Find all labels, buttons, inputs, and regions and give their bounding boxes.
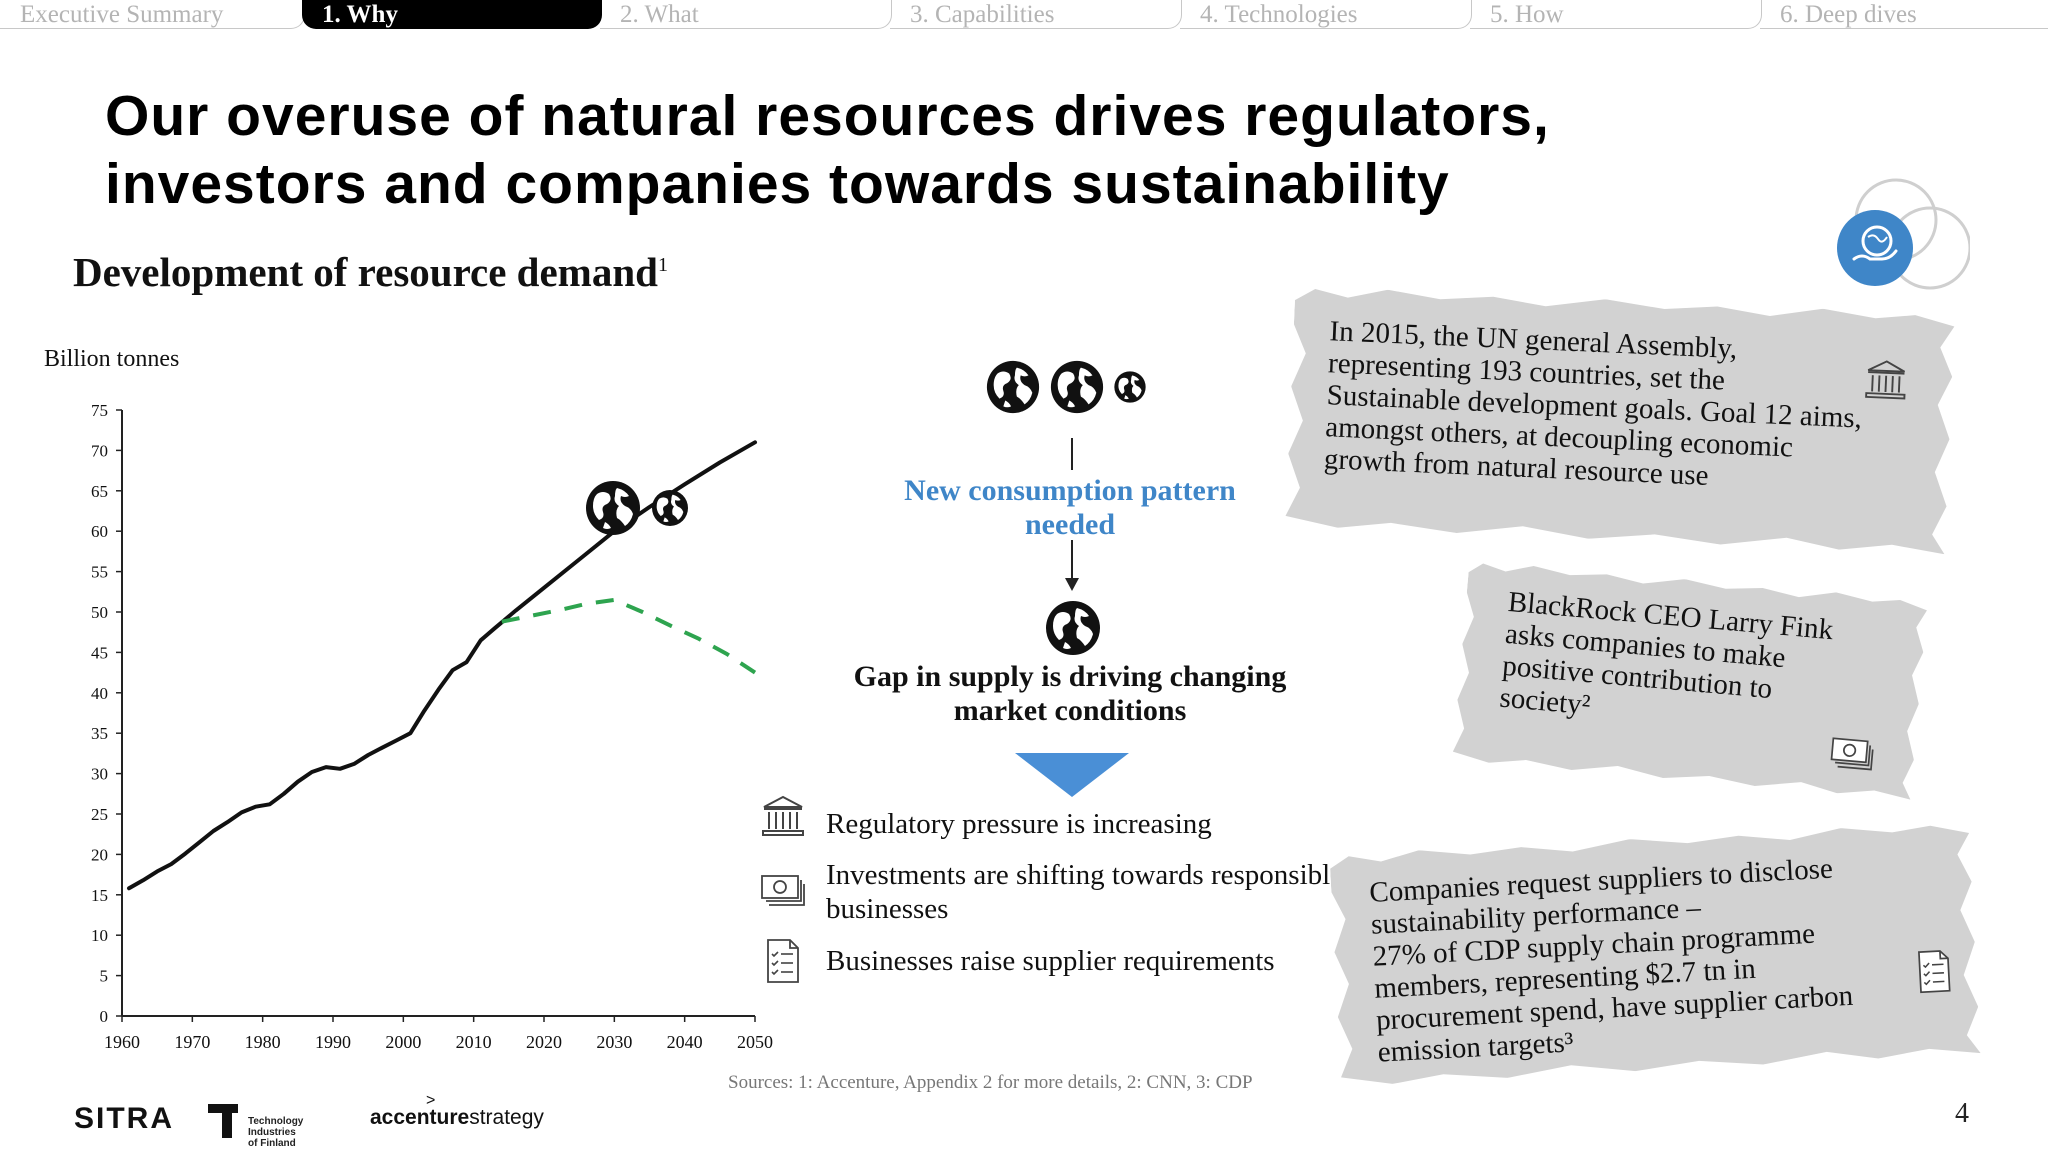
x-tick-label: 2010 [456, 1032, 492, 1052]
tab-what[interactable]: 2. What [600, 0, 892, 29]
tab-executive-summary[interactable]: Executive Summary [0, 0, 305, 29]
x-tick-label: 2050 [737, 1032, 773, 1052]
globe-icon [1043, 598, 1103, 658]
globe-icon-partial [1112, 358, 1148, 416]
projection-line [501, 597, 757, 675]
checklist-icon [760, 938, 806, 984]
y-tick-label: 70 [91, 441, 108, 460]
consumption-pattern-label: New consumption pattern needed [904, 474, 1236, 541]
quote-text: Companies request suppliers to disclose … [1368, 852, 1854, 1069]
y-tick-label: 10 [91, 926, 108, 945]
y-tick-label: 40 [91, 684, 108, 703]
y-tick-label: 25 [91, 805, 108, 824]
sources-note: Sources: 1: Accenture, Appendix 2 for mo… [728, 1072, 1253, 1093]
y-tick-label: 20 [91, 845, 108, 864]
bullet-text: Investments are shifting towards respons… [826, 859, 1344, 925]
section-heading: Development of resource demand1 [73, 248, 668, 296]
accenture-strategy-logo: > accenturestrategy [370, 1092, 544, 1129]
globe-row-top [984, 358, 1148, 416]
y-tick-label: 50 [91, 603, 108, 622]
bank-icon [1863, 357, 1909, 403]
x-tick-label: 2000 [385, 1032, 421, 1052]
tab-why[interactable]: 1. Why [302, 0, 602, 29]
globe-icon [984, 358, 1042, 416]
x-tick-label: 1960 [104, 1032, 140, 1052]
money-stack-icon [760, 868, 806, 914]
y-tick-label: 5 [100, 967, 109, 986]
x-tick-label: 2040 [667, 1032, 703, 1052]
y-axis-label: Billion tonnes [44, 346, 179, 372]
tab-how[interactable]: 5. How [1470, 0, 1762, 29]
y-tick-label: 45 [91, 643, 108, 662]
page-number: 4 [1955, 1098, 1969, 1129]
sustainability-badge-icon [1837, 178, 1970, 290]
quote-card-un: In 2015, the UN general Assembly, repres… [1285, 286, 1955, 555]
globe-icon [586, 481, 640, 535]
bank-icon [760, 793, 806, 839]
x-tick-label: 2030 [596, 1032, 632, 1052]
checklist-icon [1911, 948, 1957, 994]
money-stack-icon [1828, 731, 1876, 779]
y-tick-label: 35 [91, 724, 108, 743]
bullet-suppliers: Businesses raise supplier requirements [760, 938, 1346, 984]
bullet-regulatory: Regulatory pressure is increasing [760, 793, 1346, 841]
x-tick-label: 2020 [526, 1032, 562, 1052]
tab-capabilities[interactable]: 3. Capabilities [890, 0, 1182, 29]
quote-card-blackrock: BlackRock CEO Larry Fink asks companies … [1452, 560, 1928, 799]
sitra-logo: SITRA [74, 1102, 174, 1135]
tab-deep-dives[interactable]: 6. Deep dives [1760, 0, 2048, 29]
y-tick-label: 75 [91, 401, 108, 420]
page-title-line-1: Our overuse of natural resources drives … [105, 84, 1550, 148]
bullet-investments: Investments are shifting towards respons… [760, 858, 1346, 926]
connector-line [1071, 438, 1073, 470]
technology-industries-logo: Technology Industries of Finland [208, 1104, 348, 1149]
x-tick-label: 1990 [315, 1032, 351, 1052]
quote-text: In 2015, the UN general Assembly, repres… [1323, 315, 1863, 492]
tab-technologies[interactable]: 4. Technologies [1180, 0, 1472, 29]
section-heading-text: Development of resource demand [73, 249, 658, 295]
supply-gap-label: Gap in supply is driving changing market… [853, 660, 1287, 727]
y-tick-label: 60 [91, 522, 108, 541]
demand-line [127, 440, 757, 891]
section-tab-bar: Executive Summary 1. Why 2. What 3. Capa… [0, 0, 2048, 31]
resource-demand-chart: Billion tonnes 0 5 10 15 20 25 30 35 40 45 50 55 60 65… [44, 346, 773, 1052]
bullet-text: Businesses raise supplier requirements [826, 945, 1275, 977]
down-arrow-icon [1065, 540, 1079, 591]
y-tick-label: 55 [91, 563, 108, 582]
quote-card-cdp: Companies request suppliers to disclose … [1329, 821, 1980, 1086]
x-tick-label: 1970 [174, 1032, 210, 1052]
blue-triangle-icon [1015, 753, 1129, 797]
bullet-text: Regulatory pressure is increasing [826, 808, 1212, 840]
section-footnote: 1 [657, 254, 668, 276]
globe-icon [1048, 358, 1106, 416]
globe-icon [652, 490, 688, 526]
y-tick-label: 30 [91, 765, 108, 784]
x-tick-label: 1980 [245, 1032, 281, 1052]
y-tick-label: 0 [100, 1007, 109, 1026]
y-tick-label: 15 [91, 886, 108, 905]
page-title: Our overuse of natural resources drives … [105, 82, 1805, 218]
page-title-line-2: investors and companies towards sustaina… [105, 152, 1450, 216]
y-tick-label: 65 [91, 482, 108, 501]
